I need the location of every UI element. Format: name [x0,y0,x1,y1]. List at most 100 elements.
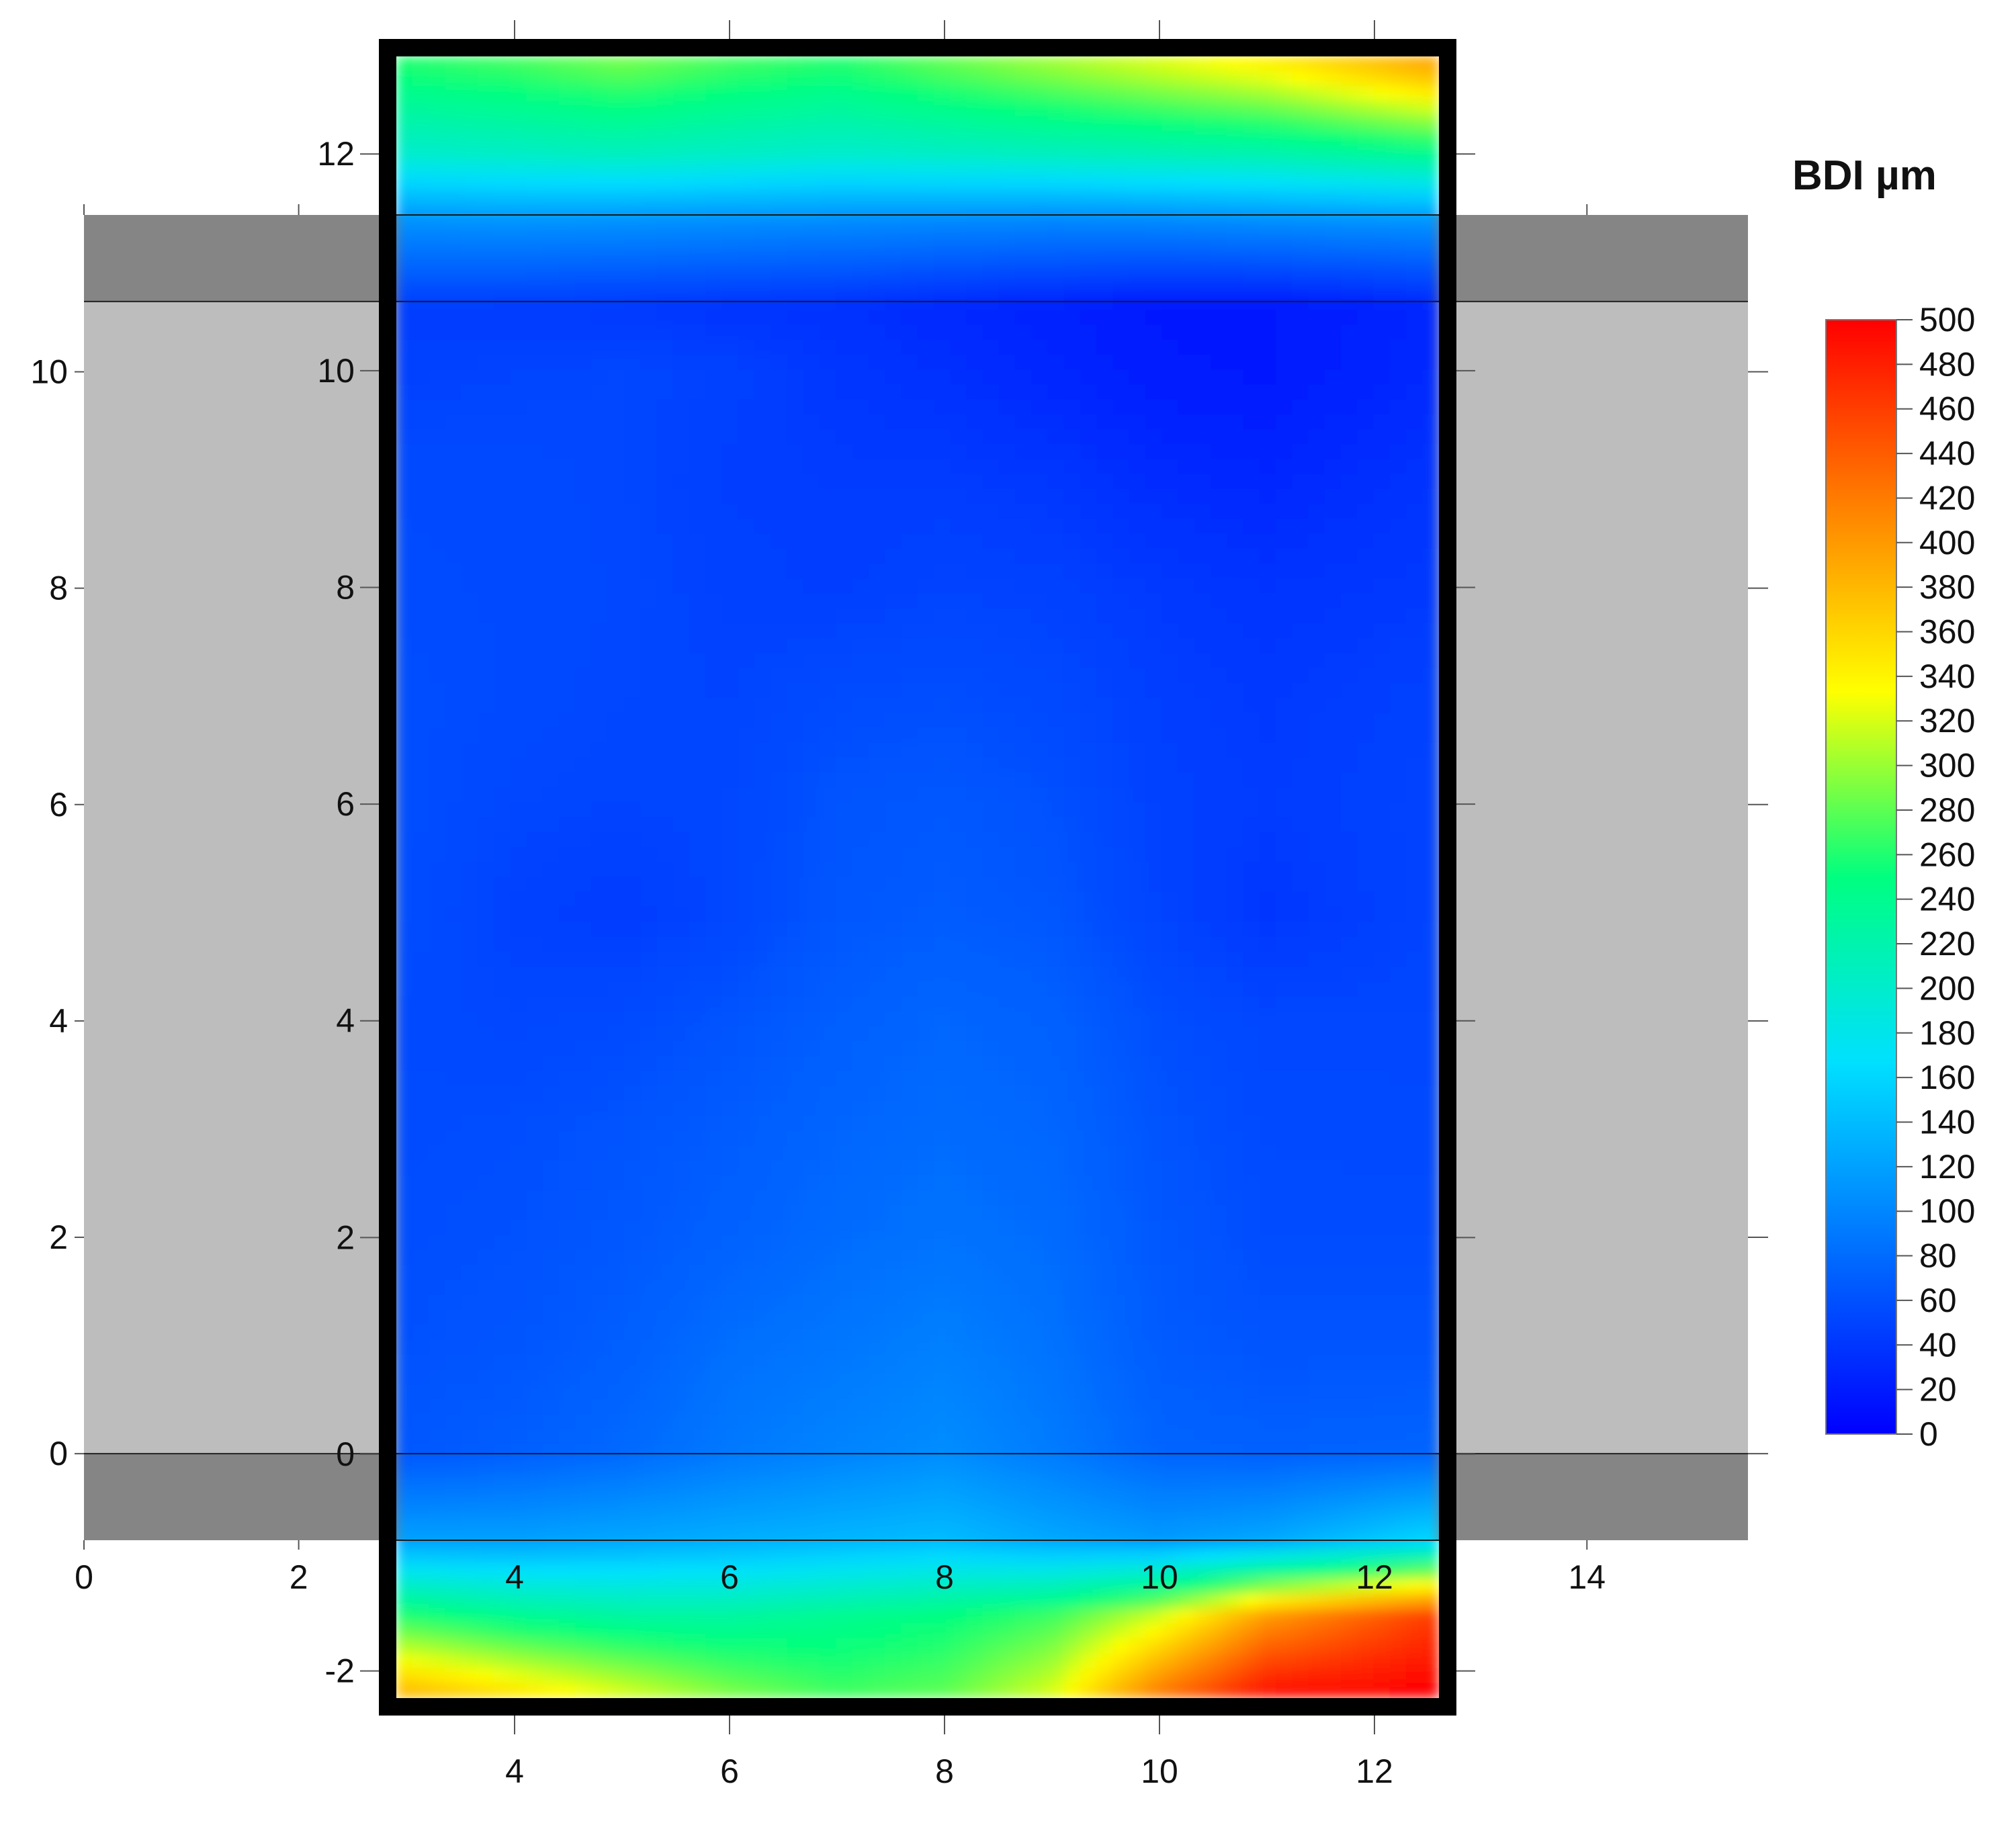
heatmap-cell [982,145,1000,162]
heatmap-cell [982,56,1000,72]
heatmap-cell [510,414,527,430]
heatmap-cell [624,847,642,863]
heatmap-cell [1178,1115,1195,1132]
heatmap-cell [771,936,788,952]
heatmap-cell [1080,235,1098,251]
heatmap-cell [445,161,462,177]
heatmap-cell [1308,742,1325,758]
heatmap-cell [640,668,658,684]
heatmap-cell [1406,862,1423,878]
heatmap-cell [1324,891,1342,907]
heatmap-cell [1308,877,1325,893]
heatmap-cell [1227,1056,1244,1072]
heatmap-cell [754,175,772,191]
heatmap-cell [950,354,967,371]
heatmap-cell [656,772,674,789]
heatmap-cell [672,1100,690,1116]
heatmap-cell [1276,220,1293,236]
heatmap-cell [1031,161,1049,177]
heatmap-cell [1047,578,1065,594]
heatmap-cell [624,713,642,729]
heatmap-cell [1259,623,1276,639]
heatmap-cell [591,697,609,714]
heatmap-cell [868,130,885,146]
heatmap-cell [705,1145,723,1161]
heatmap-cell [1276,101,1293,117]
heatmap-cell [1227,56,1244,72]
heatmap-cell [640,697,658,714]
heatmap-cell [1112,951,1130,967]
heatmap-cell [672,190,690,206]
heatmap-cell [982,1115,1000,1132]
heatmap-cell [738,399,755,415]
heatmap-cell [1129,384,1146,400]
heatmap-cell [672,488,690,505]
heatmap-cell [1276,85,1293,102]
heatmap-cell [1178,205,1195,221]
heatmap-cell [1373,488,1391,505]
heatmap-cell [1194,1145,1211,1161]
heatmap-cell [1308,966,1325,983]
heatmap-cell [917,638,934,654]
heatmap-cell [607,563,625,580]
heatmap-cell [1341,161,1358,177]
heatmap-cell [640,1190,658,1206]
heatmap-cell [966,488,983,505]
heatmap-cell [1373,175,1391,191]
heatmap-cell [1145,951,1163,967]
heatmap-cell [803,1130,820,1147]
heatmap-cell [1211,101,1228,117]
heatmap-cell [689,175,707,191]
heatmap-cell [950,339,967,355]
heatmap-cell [1031,623,1049,639]
heatmap-cell [542,56,560,72]
heatmap-cell [754,250,772,266]
heatmap-cell [1031,250,1049,266]
heatmap-cell [901,235,918,251]
heatmap-cell [738,891,755,907]
heatmap-cell [901,802,918,818]
heatmap-cell [868,906,885,923]
heatmap-cell [820,1160,837,1176]
heatmap-cell [672,1175,690,1192]
heatmap-cell [429,787,446,803]
heatmap-cell [672,205,690,221]
heatmap-cell [1324,1056,1342,1072]
heatmap-cell [640,145,658,162]
heatmap-cell [1292,369,1309,386]
heatmap-cell [1096,922,1114,938]
heatmap-cell [672,71,690,87]
heatmap-cell [429,354,446,371]
heatmap-cell [982,369,1000,386]
heatmap-cell [445,697,462,714]
heatmap-cell [1145,56,1163,72]
heatmap-cell [1324,682,1342,699]
heatmap-cell [721,175,739,191]
heatmap-cell [607,519,625,535]
heatmap-cell [1080,847,1098,863]
heatmap-cell [1080,742,1098,758]
heatmap-cell [885,399,902,415]
heatmap-cell [1308,713,1325,729]
heatmap-cell [1015,459,1033,475]
heatmap-cell [1276,802,1293,818]
heatmap-cell [624,936,642,952]
heatmap-cell [624,891,642,907]
heatmap-cell [1324,578,1342,594]
heatmap-cell [640,877,658,893]
heatmap-cell [885,682,902,699]
heatmap-cell [656,414,674,430]
heatmap-cell [1373,414,1391,430]
heatmap-cell [429,533,446,549]
heatmap-cell [721,1160,739,1176]
heatmap-cell [1341,235,1358,251]
heatmap-cell [1211,1011,1228,1027]
heatmap-cell [1357,862,1374,878]
heatmap-cell [998,444,1016,460]
heatmap-cell [787,384,804,400]
heatmap-cell [429,593,446,609]
heatmap-cell [591,190,609,206]
heatmap-cell [1194,877,1211,893]
heatmap-cell [1194,638,1211,654]
heatmap-cell [640,906,658,923]
